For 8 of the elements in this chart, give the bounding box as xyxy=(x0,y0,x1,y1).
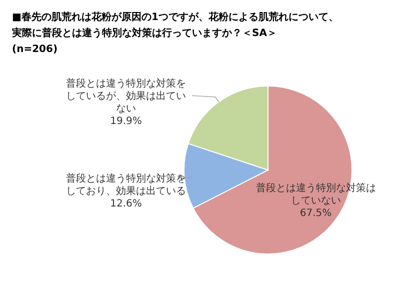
chart-subtitle: (n=206) xyxy=(12,44,58,55)
data-label: 67.5% xyxy=(300,208,332,219)
slice-label: 普段とは違う特別な対策はしていない xyxy=(256,182,376,206)
slice-label: 普段とは違う特別な対策をしており、効果は出ている xyxy=(66,172,186,197)
data-label: 12.6% xyxy=(110,198,142,210)
chart-title: ■春先の肌荒れは花粉が原因の1つですが、花粉による肌荒れについて、実際に普段とは違う特別な対策は行っていますか？＜SA＞ xyxy=(11,11,338,39)
data-label: 19.9% xyxy=(110,116,142,128)
slice-label: 普段とは違う特別な対策をしているが、効果は出ていない xyxy=(66,78,186,115)
